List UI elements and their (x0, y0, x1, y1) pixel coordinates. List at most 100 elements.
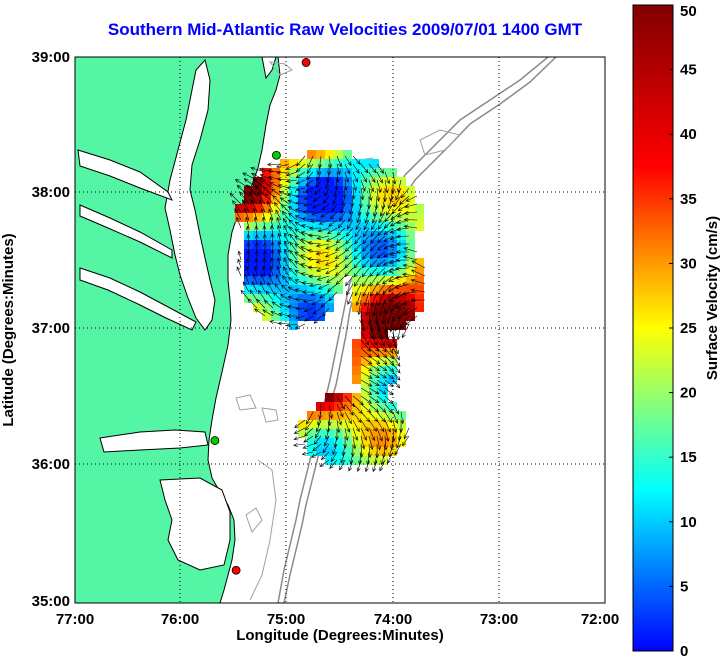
velocity-arrow (376, 363, 388, 372)
velocity-arrow (336, 419, 341, 434)
velocity-cell (307, 294, 316, 303)
velocity-arrow (317, 283, 330, 290)
velocity-cell (334, 402, 343, 411)
velocity-cell (352, 375, 361, 384)
velocity-arrow (312, 443, 322, 452)
velocity-arrow (281, 210, 290, 221)
bathymetry-contour (235, 394, 257, 411)
velocity-arrow (403, 210, 418, 215)
velocity-arrow (319, 291, 330, 299)
velocity-arrow (392, 339, 399, 355)
velocity-arrow (270, 249, 275, 261)
velocity-arrow (270, 241, 275, 253)
velocity-arrow (383, 187, 388, 203)
velocity-arrow (401, 281, 418, 286)
velocity-arrow (270, 311, 282, 317)
velocity-arrow (376, 243, 386, 251)
velocity-vectors (229, 155, 426, 473)
velocity-arrow (268, 273, 274, 285)
velocity-arrow (320, 451, 330, 461)
velocity-cell (370, 285, 379, 294)
velocity-arrow (332, 443, 338, 456)
velocity-cell (289, 276, 298, 285)
velocity-cell (289, 321, 298, 330)
potomac-river (77, 149, 174, 201)
velocity-cell (370, 231, 379, 240)
velocity-arrow (376, 267, 386, 277)
velocity-arrow (348, 459, 354, 472)
velocity-cell (271, 222, 280, 231)
velocity-cell (370, 393, 379, 402)
velocity-arrow (308, 226, 322, 231)
velocity-arrow (254, 258, 259, 269)
bathymetry-contour (268, 61, 293, 76)
velocity-arrow (392, 419, 398, 434)
velocity-arrow (376, 251, 386, 259)
velocity-cell (397, 222, 406, 231)
velocity-cell (388, 294, 397, 303)
velocity-cell (370, 330, 379, 339)
velocity-arrow (313, 315, 322, 324)
velocity-arrow (254, 184, 266, 197)
velocity-cell (397, 240, 406, 249)
velocity-arrow (267, 281, 274, 293)
colorbar-tick-label: 0 (680, 643, 688, 659)
velocity-arrow (377, 227, 386, 237)
velocity-cell (298, 285, 307, 294)
velocity-cell (406, 312, 415, 321)
velocity-cell (316, 159, 325, 168)
velocity-cell (379, 402, 388, 411)
velocity-cell (271, 204, 280, 213)
velocity-cell (298, 177, 307, 186)
colorbar-tick-label: 35 (680, 191, 697, 208)
bathymetry-contour (277, 57, 549, 603)
velocity-arrow (368, 387, 380, 395)
velocity-arrow (324, 435, 330, 447)
velocity-arrow (262, 186, 274, 197)
velocity-arrow (372, 299, 378, 317)
velocity-arrow (402, 435, 410, 447)
velocity-arrow (244, 273, 250, 285)
velocity-arrow (376, 283, 386, 296)
velocity-cell (244, 276, 253, 285)
velocity-arrow (325, 243, 338, 250)
velocity-arrow (386, 203, 394, 216)
velocity-cell (397, 285, 406, 294)
velocity-cell (361, 321, 370, 330)
velocity-arrow (410, 288, 426, 293)
bathymetry-contour (249, 459, 277, 601)
velocity-arrow (242, 199, 250, 213)
velocity-arrow (387, 195, 394, 210)
velocity-arrow (368, 371, 380, 379)
velocity-arrow (344, 419, 351, 433)
velocity-arrow (368, 379, 380, 386)
velocity-arrow (360, 403, 372, 413)
velocity-arrow (373, 451, 378, 466)
velocity-arrow (360, 395, 372, 404)
velocity-cell (370, 411, 379, 420)
velocity-cell (352, 402, 361, 411)
velocity-cell (253, 195, 262, 204)
velocity-cell (406, 258, 415, 267)
velocity-cell (298, 240, 307, 249)
velocity-cell (307, 258, 316, 267)
velocity-arrow (376, 171, 383, 184)
velocity-arrow (277, 224, 282, 237)
velocity-cell (379, 384, 388, 393)
velocity-arrow (344, 395, 355, 408)
velocity-cell (235, 204, 244, 213)
velocity-arrow (346, 219, 354, 230)
velocity-cell (352, 429, 361, 438)
velocity-cell (298, 231, 307, 240)
velocity-arrow (243, 207, 250, 221)
velocity-arrow (377, 219, 386, 230)
velocity-arrow (316, 275, 330, 281)
velocity-arrow (352, 435, 357, 450)
velocity-cell (334, 168, 343, 177)
velocity-arrow (300, 263, 314, 269)
velocity-arrow (326, 227, 338, 235)
velocity-cell (262, 222, 271, 231)
velocity-cell (325, 429, 334, 438)
albemarle-sound (99, 429, 209, 453)
velocity-cell (307, 267, 316, 276)
